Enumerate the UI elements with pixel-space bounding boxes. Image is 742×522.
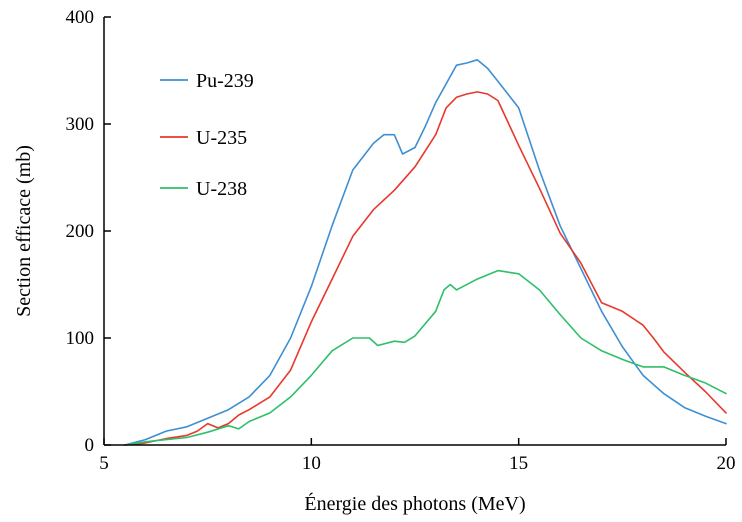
x-tick-label: 5 (99, 453, 109, 474)
plot-area (123, 58, 727, 446)
y-tick-label: 100 (66, 328, 95, 349)
legend: Pu-239 U-235 U-238 (160, 70, 254, 200)
series-line-u-235 (123, 91, 727, 446)
series-line-pu-239 (123, 58, 727, 446)
y-tick-label: 400 (66, 7, 95, 28)
legend-label-u-238: U-238 (196, 178, 247, 200)
x-tick-label: 10 (302, 453, 321, 474)
legend-label-pu-239: Pu-239 (196, 70, 254, 92)
x-tick-label: 15 (509, 453, 528, 474)
x-ticks: 5 10 15 20 (99, 438, 736, 474)
x-tick-label: 20 (717, 453, 736, 474)
legend-label-u-235: U-235 (196, 127, 247, 149)
x-axis-title: Énergie des photons (MeV) (304, 492, 525, 515)
y-tick-label: 0 (85, 435, 95, 456)
y-tick-label: 300 (66, 114, 95, 135)
y-axis-title: Section efficace (mb) (13, 145, 35, 317)
series-line-u-238 (123, 269, 727, 446)
y-ticks: 0 100 200 300 400 (66, 7, 111, 456)
y-tick-label: 200 (66, 221, 95, 242)
